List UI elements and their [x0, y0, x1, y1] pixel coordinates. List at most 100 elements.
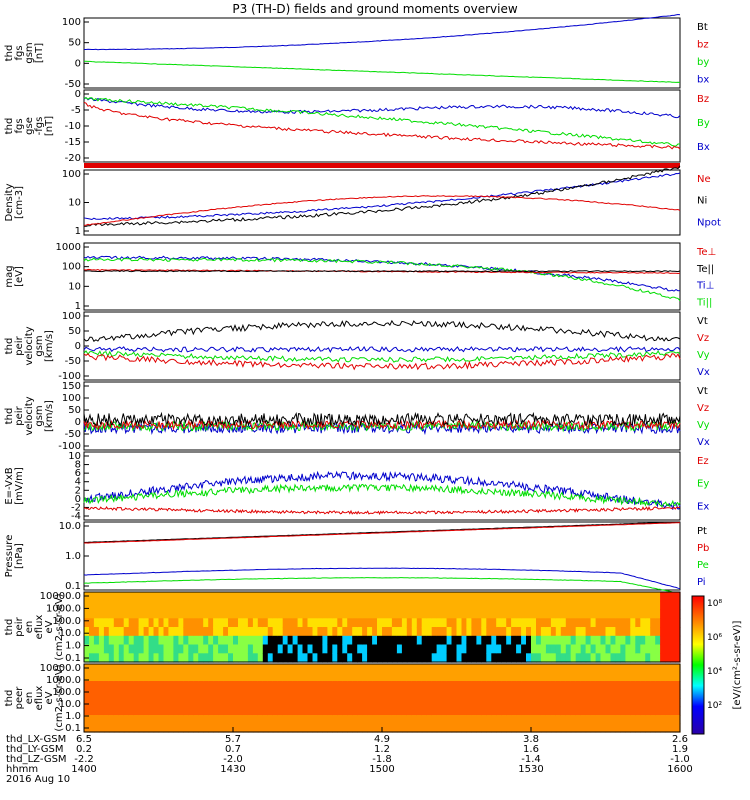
spectrogram-cell	[138, 723, 145, 733]
spectrogram-cell	[188, 715, 194, 725]
spectrogram-cell	[183, 592, 189, 602]
spectrogram-cell	[446, 715, 453, 725]
spectrogram-cell	[521, 653, 527, 663]
spectrogram-cell	[252, 609, 259, 619]
spectrogram-cell	[526, 592, 532, 602]
spectrogram-cell	[312, 618, 319, 628]
spectrogram-cell	[357, 698, 363, 708]
spectrogram-cell	[352, 627, 358, 637]
spectrogram-cell	[436, 681, 443, 691]
spectrogram-cell	[178, 609, 184, 619]
spectrogram-cell	[238, 600, 244, 611]
spectrogram-cell	[436, 653, 443, 663]
spectrogram-cell	[655, 723, 661, 733]
y-tick-label: 0.1	[65, 581, 81, 592]
spectrogram-cell	[123, 609, 130, 619]
spectrogram-cell	[406, 635, 413, 646]
spectrogram-cell	[287, 672, 294, 682]
spectrogram-cell	[148, 609, 155, 619]
panel-frame	[83, 451, 681, 521]
spectrogram-cell	[247, 664, 254, 674]
spectrogram-cell	[148, 706, 155, 716]
spectrogram-cell	[446, 689, 453, 699]
flag-bar	[84, 163, 680, 168]
spectrogram-cell	[282, 681, 289, 691]
spectrogram-cell	[416, 653, 423, 663]
spectrogram-cell	[506, 653, 512, 663]
spectrogram-cell	[193, 609, 199, 619]
spectrogram-cell	[238, 681, 244, 691]
spectrogram-cell	[238, 706, 244, 716]
spectrogram-cell	[675, 600, 681, 611]
spectrogram-cell	[282, 672, 289, 682]
spectrogram-cell	[163, 672, 170, 682]
y-axis-label: Pressure	[4, 535, 15, 578]
footer-value: 2.6	[672, 734, 688, 745]
y-tick-label: 100.0	[52, 616, 81, 627]
spectrogram-cell	[600, 592, 607, 602]
spectrogram-cell	[133, 618, 140, 628]
spectrogram-cell	[491, 653, 497, 663]
spectrogram-cell	[396, 723, 403, 733]
spectrogram-cell	[138, 592, 145, 602]
spectrogram-cell	[610, 592, 617, 602]
spectrogram-cell	[396, 644, 403, 654]
spectrogram-cell	[550, 715, 557, 725]
spectrogram-cell	[496, 689, 502, 699]
spectrogram-cell	[347, 723, 353, 733]
spectrogram-cell	[173, 664, 179, 674]
spectrogram-cell	[496, 698, 502, 708]
spectrogram-cell	[188, 609, 194, 619]
spectrogram-cell	[570, 592, 577, 602]
spectrogram-cell	[501, 664, 507, 674]
spectrogram-cell	[322, 672, 328, 682]
spectrogram-cell	[585, 592, 592, 602]
spectrogram-cell	[391, 653, 398, 663]
spectrogram-cell	[675, 723, 681, 733]
y-tick-label: 1000.0	[46, 603, 81, 614]
spectrogram-cell	[555, 592, 562, 602]
y-tick-label: 50	[68, 326, 81, 337]
legend-entry: Vz	[697, 403, 709, 414]
y-tick-label: -5	[71, 105, 81, 116]
spectrogram-cell	[242, 681, 249, 691]
spectrogram-cell	[223, 609, 229, 619]
spectrogram-cell	[118, 635, 125, 646]
spectrogram-cell	[208, 609, 214, 619]
spectrogram-cell	[630, 644, 636, 654]
spectrogram-cell	[436, 723, 443, 733]
spectrogram-cell	[555, 723, 562, 733]
spectrogram-cell	[183, 723, 189, 733]
y-tick-label: 0.1	[65, 723, 81, 734]
spectrogram-cell	[496, 609, 502, 619]
spectrogram-cell	[635, 600, 641, 611]
spectrogram-cell	[446, 664, 453, 674]
spectrogram-cell	[108, 706, 115, 716]
spectrogram-cell	[396, 618, 403, 628]
spectrogram-cell	[277, 698, 284, 708]
spectrogram-cell	[103, 672, 110, 682]
spectrogram-cell	[108, 627, 115, 637]
spectrogram-cell	[89, 592, 95, 602]
spectrogram-cell	[372, 681, 378, 691]
spectrogram-cell	[247, 715, 254, 725]
y-tick-label: -15	[65, 137, 81, 148]
spectrogram-cell	[521, 698, 527, 708]
spectrogram-cell	[550, 706, 557, 716]
spectrogram-cell	[506, 592, 512, 602]
spectrogram-cell	[183, 681, 189, 691]
spectrogram-cell	[188, 600, 194, 611]
spectrogram-cell	[560, 706, 567, 716]
spectrogram-cell	[252, 715, 259, 725]
spectrogram-cell	[406, 627, 413, 637]
spectrogram-cell	[257, 689, 264, 699]
spectrogram-cell	[362, 600, 368, 611]
spectrogram-cell	[367, 653, 373, 663]
spectrogram-cell	[89, 609, 95, 619]
spectrogram-cell	[93, 592, 100, 602]
spectrogram-cell	[198, 664, 204, 674]
spectrogram-cell	[292, 723, 299, 733]
y-axis-label: fgs	[14, 45, 25, 60]
spectrogram-cell	[257, 635, 264, 646]
spectrogram-cell	[511, 609, 517, 619]
